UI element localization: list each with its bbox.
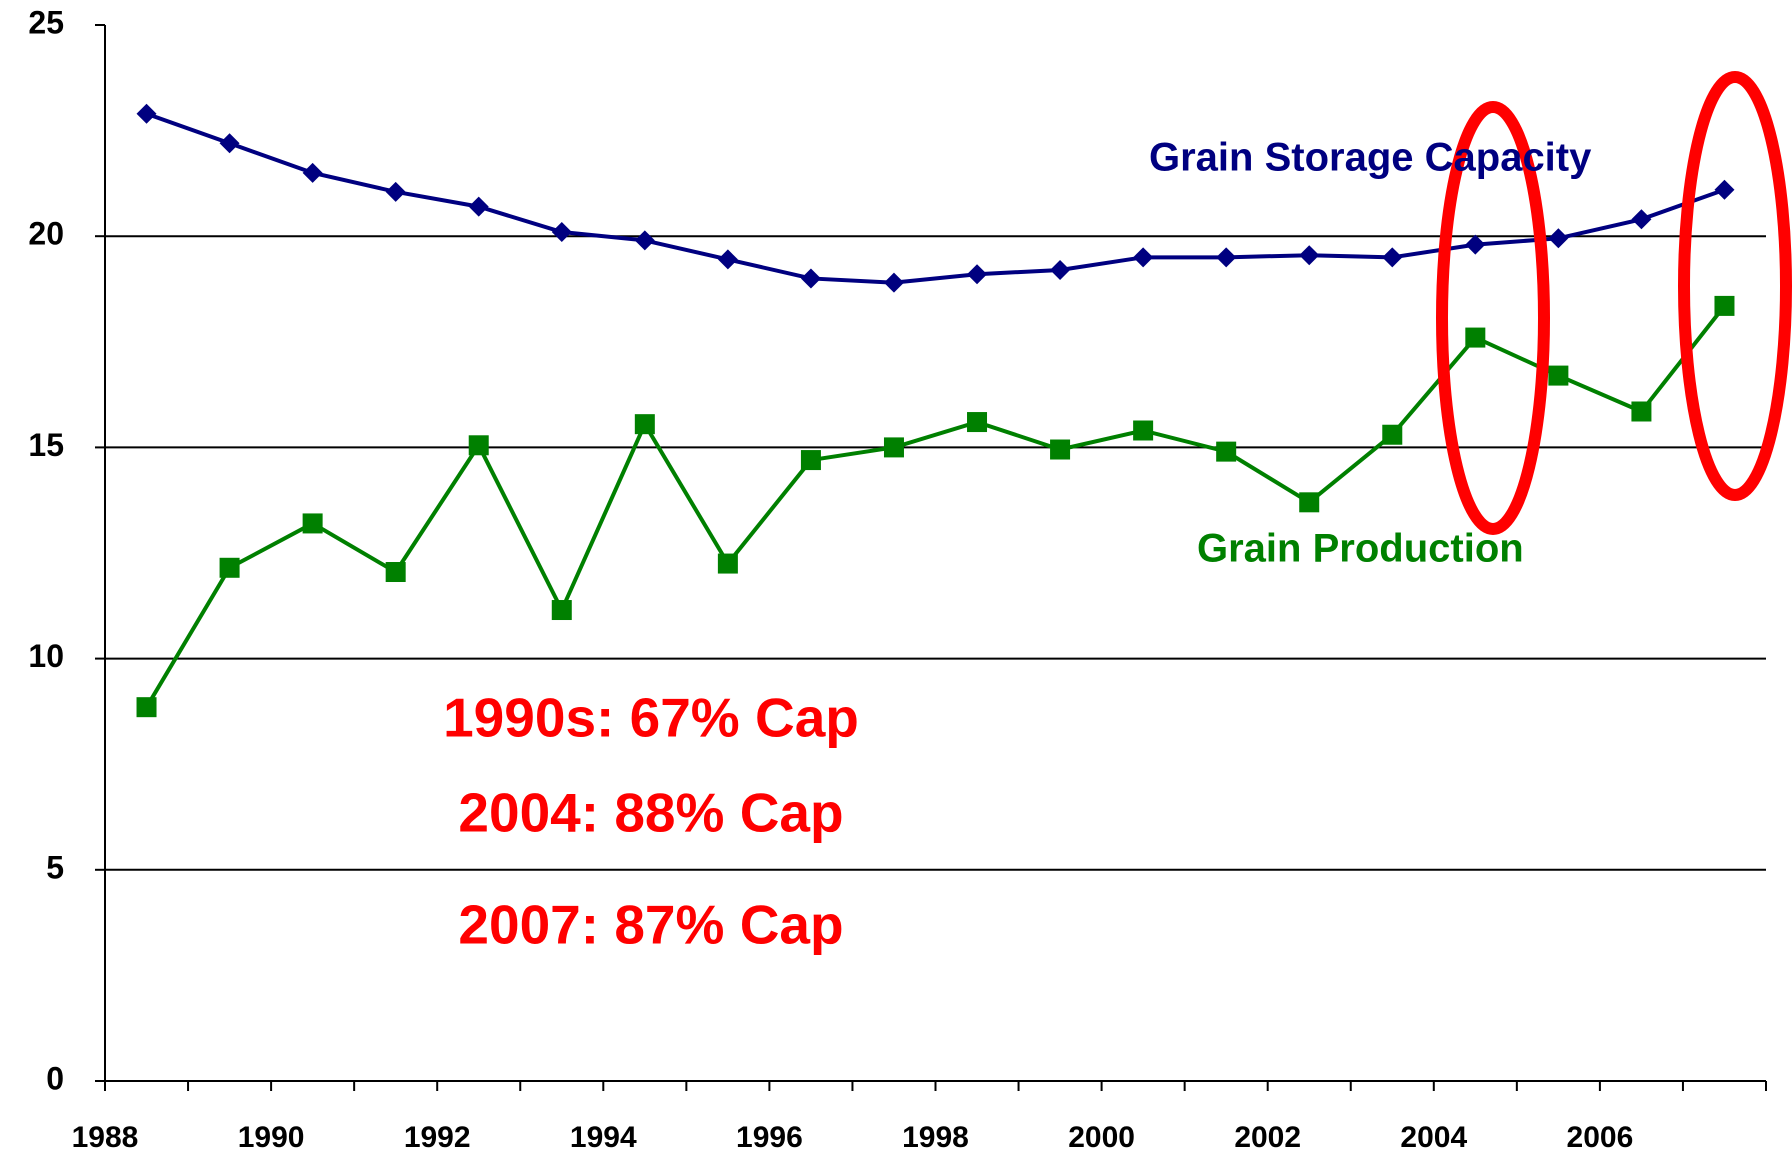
marker [1631, 401, 1652, 422]
x-tick-label: 1992 [404, 1121, 471, 1154]
x-tick-label: 2004 [1400, 1121, 1467, 1154]
marker [302, 513, 323, 534]
y-tick-label: 25 [28, 4, 64, 40]
marker [302, 162, 323, 183]
marker [1133, 247, 1154, 268]
marker [136, 697, 157, 718]
marker [1216, 441, 1237, 462]
marker [1299, 245, 1320, 266]
marker [1382, 424, 1403, 445]
marker [1133, 420, 1154, 441]
marker [219, 557, 240, 578]
marker [800, 268, 821, 289]
marker [551, 600, 572, 621]
series-line [145, 111, 1726, 285]
x-tick-label: 1990 [238, 1121, 305, 1154]
y-tick-label: 5 [46, 849, 64, 885]
series-label: Grain Production [1197, 527, 1524, 571]
marker [136, 103, 157, 124]
annotation: 2007: 87% Cap [458, 894, 843, 956]
marker [468, 196, 489, 217]
series-label: Grain Storage Capacity [1149, 136, 1592, 180]
marker [634, 230, 655, 251]
marker [551, 221, 572, 242]
x-tick-label: 2000 [1068, 1121, 1135, 1154]
x-tick-label: 1996 [736, 1121, 803, 1154]
marker [1382, 247, 1403, 268]
annotation: 1990s: 67% Cap [443, 687, 859, 749]
marker [717, 553, 738, 574]
marker [967, 264, 988, 285]
marker [1050, 259, 1071, 280]
marker [219, 133, 240, 154]
marker [1714, 179, 1735, 200]
x-tick-label: 1994 [570, 1121, 637, 1154]
y-tick-label: 15 [28, 427, 64, 463]
highlight-ellipse [1436, 101, 1550, 535]
highlight-ellipse [1678, 71, 1792, 501]
marker [468, 435, 489, 456]
marker [1299, 492, 1320, 513]
marker [883, 437, 904, 458]
y-tick-label: 0 [46, 1060, 64, 1096]
marker [717, 249, 738, 270]
x-tick-label: 1998 [902, 1121, 969, 1154]
x-tick-label: 1988 [72, 1121, 139, 1154]
marker [385, 181, 406, 202]
marker [1465, 327, 1486, 348]
marker [385, 562, 406, 583]
marker [1216, 247, 1237, 268]
marker [800, 450, 821, 471]
marker [1465, 234, 1486, 255]
y-tick-label: 10 [28, 638, 64, 674]
annotation: 2004: 88% Cap [458, 782, 843, 844]
marker [634, 414, 655, 435]
marker [883, 272, 904, 293]
marker [1050, 439, 1071, 460]
marker [967, 412, 988, 433]
marker [1631, 209, 1652, 230]
x-tick-label: 2006 [1567, 1121, 1634, 1154]
marker [1548, 365, 1569, 386]
series-line [144, 304, 1727, 709]
y-tick-label: 20 [28, 216, 64, 252]
marker [1714, 295, 1735, 316]
marker [1548, 228, 1569, 249]
x-tick-label: 2002 [1234, 1121, 1301, 1154]
